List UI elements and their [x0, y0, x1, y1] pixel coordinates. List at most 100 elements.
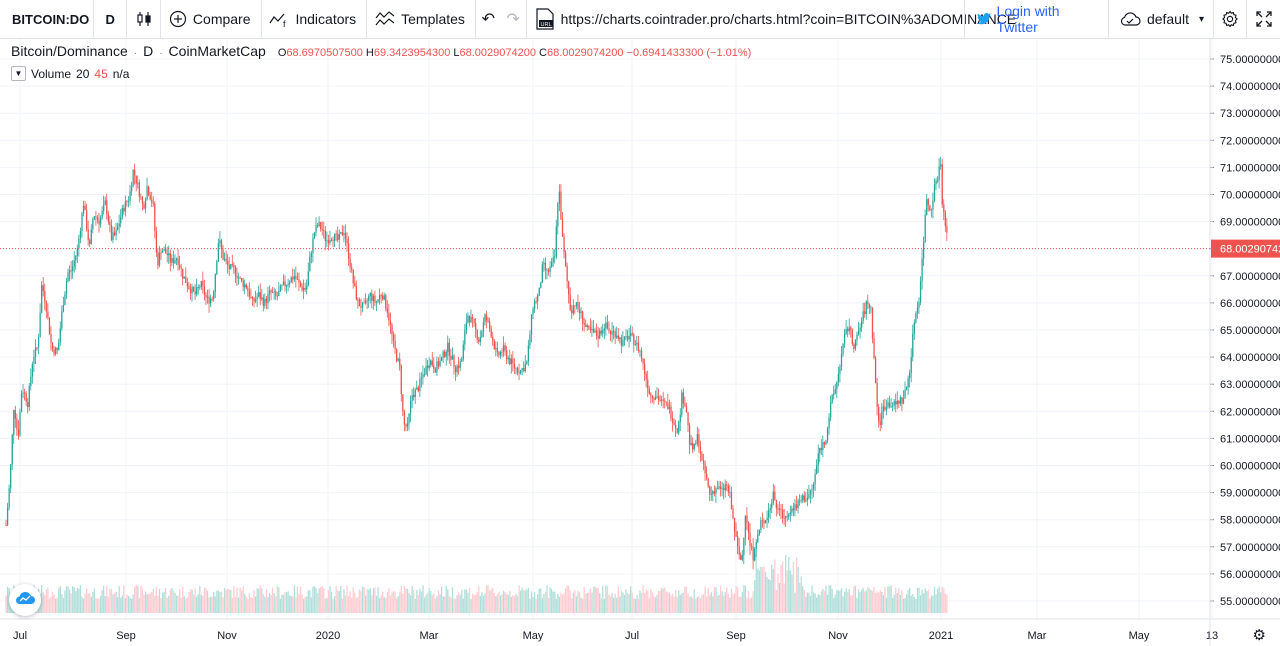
candle-body	[174, 260, 176, 264]
candle-body	[141, 197, 144, 204]
candle-body	[307, 271, 309, 286]
candle-body	[540, 282, 542, 288]
candle-body	[22, 392, 24, 394]
login-twitter-button[interactable]: Login with Twitter	[965, 0, 1090, 38]
volume-bar	[718, 594, 720, 613]
volume-value: n/a	[112, 66, 130, 81]
candle-body	[871, 307, 874, 339]
volume-bar	[696, 596, 698, 613]
volume-bar	[180, 597, 182, 613]
chart-type-button[interactable]	[127, 0, 160, 38]
candle-body	[39, 312, 41, 338]
candle-body	[121, 207, 123, 218]
volume-bar	[247, 598, 249, 613]
candle-body	[5, 525, 7, 526]
candle-body	[24, 392, 26, 394]
volume-bar	[867, 586, 869, 613]
volume-bar	[76, 588, 78, 613]
candle-body	[843, 333, 846, 344]
candle-body	[84, 205, 86, 210]
volume-bar	[203, 587, 206, 613]
volume-bar	[929, 598, 931, 613]
candle-body	[619, 337, 621, 339]
candle-body	[836, 382, 838, 390]
volume-bar	[946, 594, 948, 613]
candle-body	[504, 345, 506, 351]
volume-bar	[61, 593, 63, 613]
volume-bar	[682, 592, 685, 613]
volume-bar	[465, 589, 468, 613]
candle-body	[245, 284, 247, 289]
settings-button[interactable]	[1214, 0, 1247, 38]
volume-bar	[941, 586, 943, 613]
candle-body	[935, 180, 937, 185]
templates-button[interactable]: Templates	[367, 0, 475, 38]
candle-body	[687, 412, 689, 426]
collapse-legend-button[interactable]: ▼	[11, 66, 26, 81]
x-axis-tick-label: Jul	[625, 630, 639, 642]
chart-container[interactable]: 75.00000000 74.00000000 73.00000000 72.0000…	[0, 39, 1280, 646]
fullscreen-button[interactable]	[1247, 0, 1280, 38]
candle-body	[617, 335, 619, 339]
candle-body	[599, 330, 601, 339]
y-axis-tick-label: 70.00000000	[1220, 190, 1280, 202]
candle-body	[380, 295, 382, 296]
layout-dropdown[interactable]: default ▾	[1109, 0, 1213, 38]
compare-button[interactable]: Compare	[161, 0, 261, 38]
candle-body	[454, 367, 457, 373]
volume-bar	[688, 596, 691, 613]
candle-body	[896, 400, 898, 405]
volume-bar	[318, 588, 320, 613]
candle-body	[585, 324, 587, 327]
candle-body	[750, 546, 753, 547]
candle-body	[440, 357, 443, 361]
candle-body	[459, 361, 461, 368]
candle-body	[620, 337, 623, 346]
volume-bar	[382, 591, 384, 613]
candle-body	[76, 248, 78, 256]
axis-settings-button[interactable]: ⚙	[1253, 626, 1266, 644]
volume-bar	[219, 591, 221, 613]
candle-body	[253, 298, 255, 302]
candle-body	[434, 368, 437, 373]
candle-body	[941, 164, 943, 205]
cointrader-logo-button[interactable]	[9, 584, 41, 616]
volume-bar	[396, 598, 398, 613]
chart-url-button[interactable]: URL https://charts.cointrader.pro/charts…	[527, 0, 1016, 38]
volume-bar	[789, 570, 791, 613]
candle-body	[923, 242, 925, 259]
volume-bar	[836, 589, 838, 613]
volume-bar	[306, 596, 308, 613]
symbol-search-button[interactable]: BITCOIN:DO	[0, 0, 93, 38]
divider	[260, 0, 262, 38]
volume-bar	[512, 595, 514, 613]
undo-button[interactable]: ↶	[476, 0, 501, 38]
candle-body	[417, 387, 419, 392]
volume-bar	[172, 590, 175, 613]
candle-body	[230, 264, 232, 269]
volume-bar	[64, 590, 66, 613]
volume-bar	[337, 590, 339, 613]
y-axis-tick-label: 66.00000000	[1220, 298, 1280, 310]
candle-body	[797, 500, 799, 509]
candle-body	[42, 285, 44, 292]
volume-bar	[75, 591, 77, 613]
candle-body	[414, 389, 416, 398]
indicators-button[interactable]: f Indicators	[261, 0, 366, 38]
candle-body	[560, 191, 562, 220]
candle-body	[904, 389, 906, 399]
price-chart[interactable]: 75.00000000 74.00000000 73.00000000 72.0000…	[0, 39, 1280, 646]
volume-bar	[710, 592, 712, 613]
volume-bar	[462, 598, 464, 613]
volume-bar	[856, 597, 858, 613]
candle-body	[310, 253, 313, 257]
candle-body	[444, 351, 446, 357]
redo-button[interactable]: ↷	[501, 0, 526, 38]
interval-button[interactable]: D	[94, 0, 127, 38]
candle-body	[403, 411, 406, 425]
volume-bar	[755, 555, 757, 613]
candle-body	[20, 393, 23, 412]
volume-bar	[120, 597, 122, 613]
candle-body	[188, 286, 190, 289]
candle-body	[512, 358, 514, 364]
